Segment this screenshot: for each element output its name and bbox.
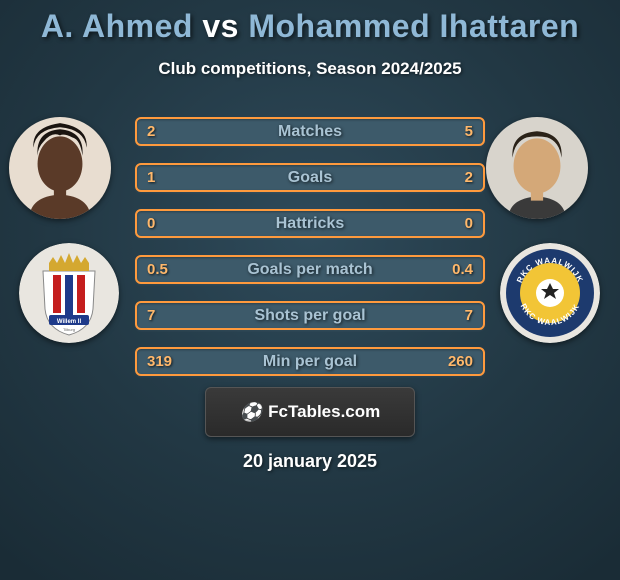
stat-label: Hattricks	[137, 215, 483, 233]
club1-name: Willem II	[57, 319, 82, 325]
stat-value-right: 2	[437, 169, 473, 186]
player1-avatar	[9, 117, 111, 219]
stat-bar: 1Goals2	[135, 163, 485, 192]
stat-value-right: 260	[437, 353, 473, 370]
stat-label: Matches	[137, 123, 483, 141]
comparison-card: A. Ahmed vs Mohammed Ihattaren Club comp…	[0, 0, 620, 580]
stat-label: Shots per goal	[137, 307, 483, 325]
stat-value-right: 7	[437, 307, 473, 324]
player2-avatar	[486, 117, 588, 219]
stat-value-right: 0.4	[437, 261, 473, 278]
title-player1: A. Ahmed	[41, 8, 193, 44]
stat-bar: 0.5Goals per match0.4	[135, 255, 485, 284]
stat-bar: 7Shots per goal7	[135, 301, 485, 330]
watermark-text: FcTables.com	[268, 402, 380, 422]
player1-club-badge: Willem II Tilburg	[19, 243, 119, 343]
watermark-box: ⚽ FcTables.com	[205, 387, 415, 437]
stat-label: Goals per match	[137, 261, 483, 279]
subtitle: Club competitions, Season 2024/2025	[158, 59, 461, 79]
date-label: 20 january 2025	[0, 451, 620, 472]
stats-list: 2Matches51Goals20Hattricks00.5Goals per …	[135, 117, 485, 376]
stat-bar: 2Matches5	[135, 117, 485, 146]
stat-value-right: 5	[437, 123, 473, 140]
stat-label: Goals	[137, 169, 483, 187]
page-title: A. Ahmed vs Mohammed Ihattaren	[41, 8, 579, 45]
stat-bar: 319Min per goal260	[135, 347, 485, 376]
title-vs: vs	[193, 8, 248, 44]
stat-value-right: 0	[437, 215, 473, 232]
title-player2: Mohammed Ihattaren	[248, 8, 579, 44]
stat-bar: 0Hattricks0	[135, 209, 485, 238]
stat-label: Min per goal	[137, 353, 483, 371]
player2-club-badge: RKC WAALWIJK RKC WAALWIJK	[500, 243, 600, 343]
watermark-icon: ⚽	[240, 402, 262, 423]
main-area: Willem II Tilburg RKC WAALWIJK RKC WAALW…	[0, 95, 620, 580]
club1-city: Tilburg	[63, 327, 75, 332]
